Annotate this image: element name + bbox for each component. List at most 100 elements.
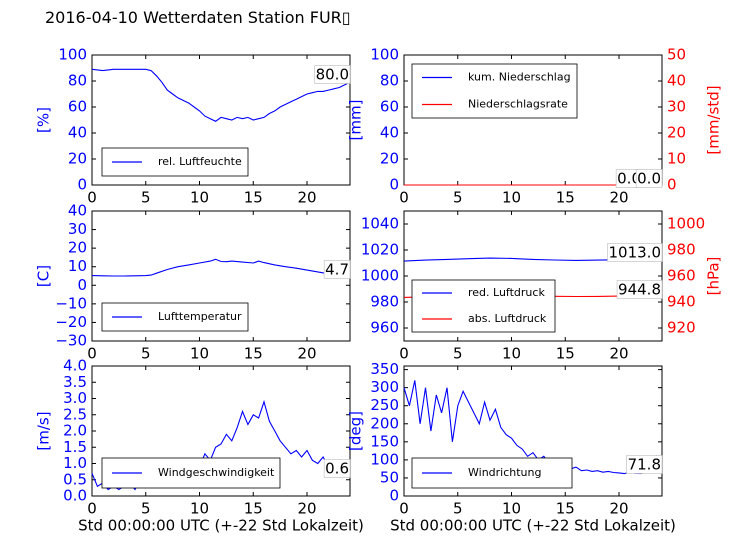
y-tick-label: 100	[58, 46, 87, 64]
y-tick-label: 1040	[361, 215, 399, 233]
y-tick-label: 1.0	[63, 454, 87, 472]
x-tick-label: 20	[297, 500, 316, 518]
y-tick-label-right: 10	[667, 150, 686, 168]
y-tick-label: 350	[370, 360, 399, 378]
series-line	[91, 399, 351, 491]
x-tick-label: 5	[453, 189, 463, 207]
y-tick-label-right: 50	[667, 46, 686, 64]
y-tick-label: 0	[389, 487, 399, 505]
series-line	[91, 68, 351, 122]
legend-label: rel. Luftfeuchte	[158, 155, 242, 168]
y-tick-label-right: 980	[667, 241, 696, 259]
y-tick-label: −20	[55, 313, 87, 331]
y-tick-label: 1000	[361, 267, 399, 285]
y-tick-label: 3.0	[63, 389, 87, 407]
x-tick-label: 0	[399, 189, 409, 207]
y-tick-label: 1.5	[63, 438, 87, 456]
y-tick-label: 150	[370, 432, 399, 450]
y-tick-label: 40	[68, 124, 87, 142]
x-tick-label: 5	[453, 500, 463, 518]
x-tick-label: 20	[609, 500, 628, 518]
y-tick-label: 100	[370, 46, 399, 64]
y-tick-label: 0	[389, 176, 399, 194]
y-axis-label: [deg]	[347, 411, 365, 451]
x-tick-label: 5	[141, 189, 151, 207]
y-tick-label: 200	[370, 414, 399, 432]
x-tick-label: 5	[141, 500, 151, 518]
series-line	[91, 258, 351, 278]
value-annotation: 944.8	[618, 281, 661, 299]
y-axis-label-right: [hPa]	[705, 257, 723, 296]
y-tick-label-right: 920	[667, 319, 696, 337]
y-tick-label-right: 1000	[667, 215, 705, 233]
value-annotation: 80.0	[316, 66, 349, 84]
x-tick-label: 20	[297, 189, 316, 207]
y-tick-label: 20	[68, 239, 87, 257]
x-tick-label: 10	[502, 345, 521, 363]
x-tick-label: 10	[190, 345, 209, 363]
y-tick-label: 20	[68, 150, 87, 168]
y-axis-label: [m/s]	[35, 411, 53, 450]
y-tick-label: 980	[370, 293, 399, 311]
figure-title: 2016-04-10 Wetterdaten Station FUR▯	[45, 8, 351, 27]
y-axis-label: [C]	[35, 265, 53, 287]
annotation-box	[616, 280, 663, 299]
panel-precipitation: 0.00.0	[403, 54, 663, 188]
y-tick-label-right: 20	[667, 124, 686, 142]
y-tick-label: 0.0	[63, 487, 87, 505]
x-tick-label: 15	[244, 500, 263, 518]
y-tick-label: 20	[380, 150, 399, 168]
y-axis-label: [%]	[35, 107, 53, 133]
series-line	[403, 380, 663, 475]
y-tick-label: 50	[380, 468, 399, 486]
y-tick-label: 0.5	[63, 470, 87, 488]
y-axis-label-right: [mm/std]	[705, 85, 723, 154]
value-annotation: 71.8	[628, 456, 661, 474]
value-annotation: 4.7	[325, 261, 349, 279]
legend-box	[411, 279, 556, 333]
legend-label: Windgeschwindigkeit	[158, 466, 275, 479]
x-tick-label: 10	[502, 189, 521, 207]
y-tick-label-right: 30	[667, 98, 686, 116]
x-tick-label: 5	[453, 345, 463, 363]
y-tick-label: 1020	[361, 241, 399, 259]
y-tick-label: 0	[77, 276, 87, 294]
x-tick-label: 15	[244, 345, 263, 363]
y-tick-label: 3.5	[63, 373, 87, 391]
y-tick-label: 80	[68, 72, 87, 90]
x-tick-label: 15	[556, 500, 575, 518]
y-tick-label: 300	[370, 378, 399, 396]
y-tick-label: 100	[370, 450, 399, 468]
x-tick-label: 0	[399, 345, 409, 363]
y-tick-label: 10	[68, 257, 87, 275]
y-tick-label: −10	[55, 294, 87, 312]
annotation-box	[626, 455, 663, 474]
annotation-box	[635, 169, 663, 188]
y-tick-label: 60	[68, 98, 87, 116]
y-tick-label: 80	[380, 72, 399, 90]
value-annotation: 0.0	[617, 170, 641, 188]
axes-frame	[91, 54, 351, 186]
legend-label: Lufttemperatur	[158, 310, 242, 323]
x-tick-label: 15	[556, 345, 575, 363]
x-tick-label: 15	[556, 189, 575, 207]
y-tick-label: 250	[370, 396, 399, 414]
annotation-box	[323, 260, 351, 279]
x-tick-label: 15	[244, 189, 263, 207]
panel-wind-speed: 0.6	[91, 365, 351, 497]
y-tick-label-right: 40	[667, 72, 686, 90]
panel-humidity: 80.0	[91, 54, 351, 186]
y-tick-label: 60	[380, 98, 399, 116]
x-axis-label: Std 00:00:00 UTC (+-22 Std Lokalzeit)	[390, 517, 676, 535]
y-tick-label: 960	[370, 319, 399, 337]
legend-label: Niederschlagsrate	[468, 98, 568, 111]
x-tick-label: 10	[190, 189, 209, 207]
x-tick-label: 20	[609, 345, 628, 363]
annotation-box	[323, 459, 351, 478]
x-tick-label: 5	[141, 345, 151, 363]
legend-label: kum. Niederschlag	[468, 71, 571, 84]
y-axis-label: [mm]	[347, 100, 365, 141]
x-tick-label: 20	[609, 189, 628, 207]
y-tick-label: 0	[77, 176, 87, 194]
